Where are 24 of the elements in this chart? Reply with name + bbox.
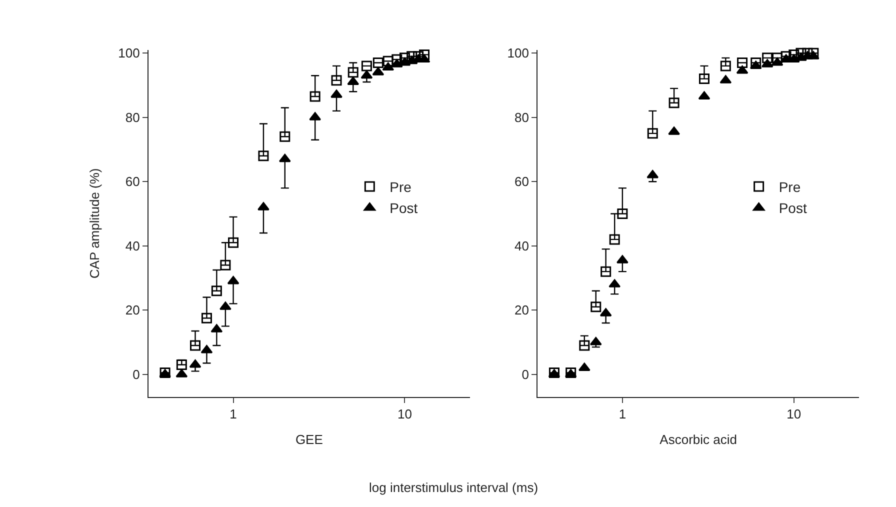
y-axis-title: CAP amplitude (%)	[87, 168, 102, 279]
y-tick-label: 40	[125, 238, 140, 254]
y-tick-label: 60	[514, 174, 529, 190]
x-tick-label: 1	[618, 406, 626, 422]
x-tick-label: 10	[397, 406, 412, 422]
text: log interstimulus interval (ms)	[369, 480, 538, 495]
x-axis-title: GEE	[295, 432, 324, 448]
x-tick-label: 1	[230, 406, 237, 422]
legend-label: Post	[390, 200, 418, 216]
y-tick-label: 80	[514, 110, 529, 125]
y-tick-label: 20	[514, 302, 529, 318]
y-tick-label: 0	[522, 366, 529, 382]
y-tick-label: 100	[507, 46, 529, 61]
y-tick-label: 60	[125, 174, 140, 190]
y-tick-label: 0	[132, 366, 140, 382]
y-tick-label: 80	[125, 110, 140, 125]
y-tick-label: 20	[125, 302, 140, 318]
legend-label: Post	[778, 200, 807, 216]
x-axis-title: Ascorbic acid	[660, 432, 737, 448]
legend-label: Pre	[778, 179, 801, 196]
y-tick-label: 100	[118, 46, 140, 61]
x-tick-label: 10	[786, 406, 802, 422]
legend-label: Pre	[390, 179, 412, 196]
y-tick-label: 40	[514, 238, 529, 254]
